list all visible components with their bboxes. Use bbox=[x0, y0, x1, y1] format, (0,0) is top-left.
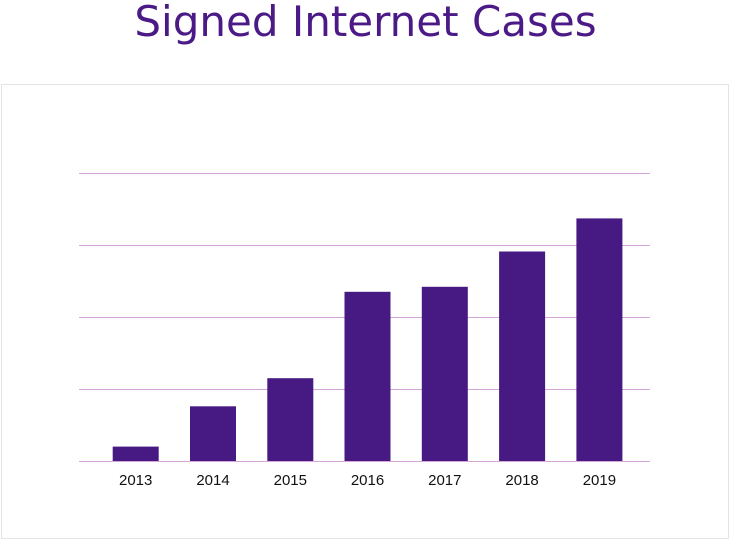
x-tick-label-2019: 2019 bbox=[583, 472, 616, 489]
x-tick-label-2016: 2016 bbox=[351, 472, 384, 489]
x-tick-label-2013: 2013 bbox=[119, 472, 152, 489]
x-tick-label-2017: 2017 bbox=[428, 472, 461, 489]
bar-2017 bbox=[421, 286, 468, 461]
x-tick-labels: 2013 2014 2015 2016 2017 2018 2019 bbox=[119, 472, 616, 489]
bar-2013 bbox=[112, 446, 159, 461]
chart-title: Signed Internet Cases bbox=[134, 0, 597, 46]
bar-2014 bbox=[190, 406, 236, 461]
bar-2018 bbox=[499, 251, 546, 461]
bars bbox=[112, 218, 623, 461]
x-tick-label-2018: 2018 bbox=[505, 472, 538, 489]
bar-2016 bbox=[344, 291, 391, 461]
bar-2015 bbox=[267, 378, 314, 461]
x-tick-label-2015: 2015 bbox=[274, 472, 307, 489]
x-tick-label-2014: 2014 bbox=[196, 472, 229, 489]
bar-2019 bbox=[576, 218, 623, 461]
